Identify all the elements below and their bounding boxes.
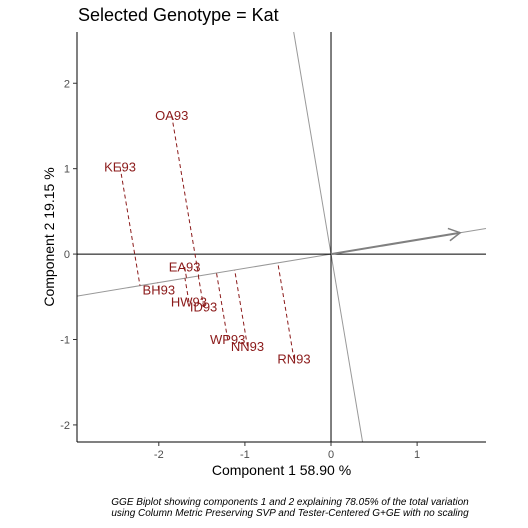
caption-line-2: using Column Metric Preserving SVP and T… xyxy=(111,508,469,519)
projection-line xyxy=(157,282,160,291)
y-tick-label: -2 xyxy=(60,420,70,432)
genotype-vector-arrow xyxy=(330,231,461,256)
x-tick-label: 0 xyxy=(328,449,334,461)
x-axis-title: Component 1 58.90 % xyxy=(212,462,351,478)
projection-line xyxy=(184,266,187,279)
caption-line-1: GGE Biplot showing components 1 and 2 ex… xyxy=(111,497,469,508)
projection-line xyxy=(277,262,295,360)
y-tick-label: 2 xyxy=(64,78,70,90)
x-tick-label: 1 xyxy=(414,449,420,461)
point-label: NN93 xyxy=(231,339,264,354)
arrow-head xyxy=(447,227,462,242)
point-label: RN93 xyxy=(277,352,310,367)
selected-genotype-vector-layer xyxy=(330,227,462,256)
point-label: HW93 xyxy=(171,294,207,309)
projection-line xyxy=(197,275,205,308)
guide-lines-layer xyxy=(76,31,487,443)
point-label: BH93 xyxy=(143,282,176,297)
x-tick-label: -2 xyxy=(154,449,164,461)
axes-layer xyxy=(76,32,486,443)
point-label: WP93 xyxy=(210,332,245,347)
chart-title: Selected Genotype = Kat xyxy=(78,5,279,25)
y-tick-label: 1 xyxy=(64,164,70,176)
projection-lines-layer xyxy=(119,115,295,360)
projection-line xyxy=(171,115,200,277)
point-label: ID93 xyxy=(190,300,217,315)
point-label: EA93 xyxy=(169,259,201,274)
y-tick-label: -1 xyxy=(60,335,70,347)
projection-line xyxy=(119,166,141,286)
projection-line xyxy=(216,272,229,340)
y-axis-title: Component 2 19.15 % xyxy=(41,167,57,306)
projection-line xyxy=(234,269,248,347)
chart-caption: GGE Biplot showing components 1 and 2 ex… xyxy=(70,497,510,519)
x-tick-label: -1 xyxy=(240,449,250,461)
ticks-layer: -2 -1 0 1 -2 -1 0 1 2 xyxy=(60,78,420,461)
perpendicular-guide-line xyxy=(293,31,364,443)
point-label: OA93 xyxy=(155,108,188,123)
y-tick-label: 0 xyxy=(64,249,70,261)
point-label: KE93 xyxy=(104,159,136,174)
